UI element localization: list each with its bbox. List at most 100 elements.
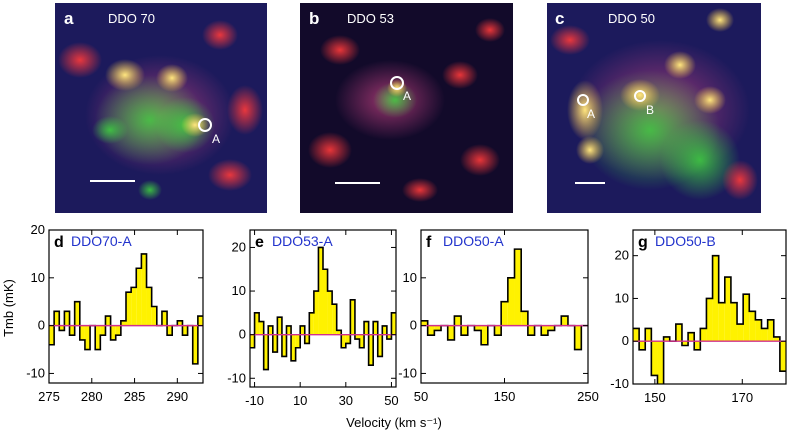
chart-e-ytick-label: 20 (232, 239, 246, 254)
chart-e-bin (295, 334, 301, 348)
chart-e-bin (304, 334, 310, 344)
chart-e-bin (341, 334, 346, 348)
chart-d-xtick-label: 275 (38, 389, 60, 404)
chart-e-panel-letter: e (255, 234, 264, 251)
marker-circle-a (198, 118, 212, 132)
chart-f-ytick-label: -10 (398, 365, 417, 380)
image-c-marker-b: B (646, 103, 654, 117)
chart-d-ytick-label: -10 (26, 365, 45, 380)
chart-d-bin (84, 325, 91, 350)
chart-e-bin (263, 334, 269, 370)
chart-d-bin (136, 268, 142, 326)
chart-g-bin (749, 311, 756, 342)
chart-g-xtick-label: 170 (731, 390, 753, 405)
chart-f-ytick-label: 0 (410, 318, 417, 333)
chart-e-bin (373, 321, 378, 335)
chart-d-panel-title: DDO70-A (71, 233, 132, 249)
chart-f-bin (427, 325, 435, 336)
chart-e-bin (281, 334, 287, 357)
chart-f-bin (481, 325, 488, 345)
chart-f-panel-letter: f (426, 234, 432, 251)
chart-e-bin (250, 334, 255, 348)
chart-d-xtick-label: 280 (81, 389, 103, 404)
chart-e-bin (386, 334, 392, 340)
chart-g-bin (706, 298, 713, 342)
y-axis-title: Tmb (mK) (1, 279, 16, 337)
chart-d-xtick-label: 285 (124, 389, 146, 404)
chart-d-bin (69, 325, 75, 336)
chart-e-bin (300, 325, 305, 335)
chart-e-bin (336, 330, 342, 335)
chart-d-plot (49, 253, 203, 365)
chart-d-bin (197, 316, 203, 326)
chart-d-panel-letter: d (54, 234, 64, 251)
chart-g-bin (675, 324, 682, 342)
chart-e-plot (250, 246, 396, 371)
chart-g-panel-title: DDO50-B (655, 233, 716, 249)
chart-d-ytick-label: 10 (31, 270, 45, 285)
chart-d-bin (105, 316, 111, 326)
chart-d-bin (177, 320, 183, 326)
chart-g-ytick-label: 20 (615, 248, 629, 263)
marker-circle-a (577, 94, 589, 106)
chart-f-xtick-label: 150 (494, 389, 516, 404)
chart-e-bin (313, 291, 319, 335)
chart-f-bin (434, 325, 442, 331)
chart-d-bin (64, 311, 70, 326)
chart-g-bin (773, 336, 780, 342)
image-a-marker-a: A (212, 132, 220, 146)
chart-g-bin (724, 277, 731, 342)
chart-f-panel-title: DDO50-A (443, 233, 504, 249)
chart-f-plot (421, 248, 588, 351)
image-a-emission (58, 20, 263, 200)
chart-d-bin (126, 292, 132, 326)
chart-e-bin (254, 312, 260, 335)
chart-e-bin (345, 334, 351, 344)
chart-g-bin (633, 328, 640, 342)
chart-e-bin (391, 312, 396, 335)
chart-f-xtick-label: 50 (414, 389, 428, 404)
chart-g-bin (694, 341, 701, 350)
spectra-panels: -10 0 10 20 275 280 285 290 d DDO70-A -10 0 10 20 -10 1… (26, 222, 787, 408)
chart-e-ytick-label: 10 (232, 283, 246, 298)
image-b-marker-a: A (403, 89, 411, 103)
chart-e-bin (377, 334, 383, 357)
chart-e-spectrum-line (250, 246, 396, 371)
chart-g-bin (737, 324, 744, 342)
chart-f-bin (541, 325, 548, 336)
image-panel-c: c DDO 50 A B (547, 3, 761, 213)
chart-g-bin (663, 336, 670, 342)
chart-g-ytick-label: 0 (622, 333, 629, 348)
chart-e-bin (259, 321, 264, 335)
chart-f-bin (494, 325, 502, 336)
chart-d-bin (110, 325, 116, 340)
chart-d-bin (74, 301, 80, 326)
chart-d-ytick-label: 0 (38, 318, 45, 333)
image-panel-a: a DDO 70 A (55, 3, 267, 213)
chart-e-bin (323, 269, 328, 335)
image-c-title: DDO 50 (608, 11, 655, 26)
chart-f-bin (454, 316, 462, 326)
chart-d-frame (48, 229, 204, 384)
chart-g-spectrum-line (633, 254, 786, 384)
chart-e-bin (318, 247, 323, 335)
chart-g-bin (657, 341, 664, 384)
chart-g-bin (767, 319, 774, 342)
chart-f-bin (574, 325, 582, 350)
chart-g-bin (755, 319, 762, 342)
chart-d-bin (100, 325, 106, 336)
chart-e-bin (364, 321, 369, 335)
chart-d-bin (141, 253, 147, 326)
image-b-title: DDO 53 (347, 11, 394, 26)
chart-e-xtick-label: 10 (293, 393, 307, 408)
chart-e-bin (286, 325, 292, 335)
chart-g-xtick-label: 150 (644, 390, 666, 405)
chart-f-bin (421, 320, 428, 326)
chart-d-bin (49, 325, 55, 345)
image-b-label: b (309, 9, 319, 28)
chart-e-bin (382, 325, 387, 335)
chart-g-bin (730, 302, 738, 342)
chart-d-bin (54, 311, 60, 326)
chart-e-ytick-label: -10 (227, 370, 246, 385)
chart-d-bin (182, 325, 188, 336)
